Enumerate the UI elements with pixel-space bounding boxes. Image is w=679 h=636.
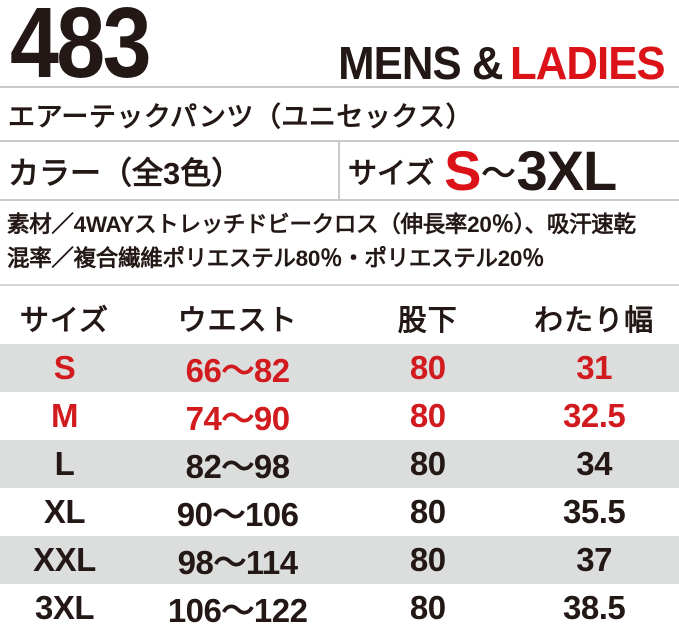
thigh-cell: 34	[576, 445, 612, 482]
waist-cell: 106～122	[167, 592, 308, 629]
table-row-l: L 82～98 80 34	[0, 440, 679, 488]
product-name: エアーテックパンツ（ユニセックス）	[8, 101, 474, 132]
color-size-row: カラー（全3色） サイズ S ～ 3XL	[0, 142, 679, 199]
inseam-cell: 80	[409, 397, 446, 434]
size-range-start: S	[444, 138, 481, 202]
table-row-m: M 74～90 80 32.5	[0, 392, 679, 440]
thigh-cell: 31	[576, 349, 612, 386]
inseam-cell: 80	[409, 349, 446, 386]
audience-ladies-text: LADIES	[510, 37, 666, 90]
waist-cell: 98～114	[177, 544, 298, 581]
size-cell: M	[51, 397, 79, 434]
product-number: 483	[10, 0, 152, 99]
size-cell: XXL	[33, 541, 96, 578]
mixture-line: 混率／複合繊維ポリエステル80％・ポリエステル20％	[7, 246, 545, 271]
waist-cell: 66～82	[185, 352, 290, 389]
size-range-end: 3XL	[516, 138, 618, 202]
size-range: サイズ S ～ 3XL	[340, 142, 679, 199]
inseam-cell: 80	[409, 493, 446, 530]
divider-line	[0, 86, 679, 88]
waist-cell: 74～90	[185, 400, 290, 437]
size-cell: S	[53, 349, 76, 386]
table-row-xxl: XXL 98～114 80 37	[0, 536, 679, 584]
size-cell: L	[54, 445, 75, 482]
size-cell: XL	[43, 493, 86, 530]
header: 483 MENS & LADIES	[0, 0, 679, 99]
material-line: 素材／4WAYストレッチドビークロス（伸長率20％）、吸汗速乾	[7, 212, 636, 237]
size-cell: 3XL	[34, 589, 95, 626]
audience-label: MENS & LADIES	[339, 40, 666, 86]
size-range-tilde: ～	[481, 155, 516, 193]
thigh-cell: 35.5	[562, 493, 626, 530]
divider-line	[0, 199, 679, 201]
table-row-s: S 66～82 80 31	[0, 344, 679, 392]
thigh-cell: 37	[576, 541, 612, 578]
size-spec-table: サイズ ウエスト 股下 わたり幅 S 66～82 80 31 M 74～90 8…	[0, 291, 679, 632]
size-range-label: サイズ	[348, 157, 435, 190]
table-row-3xl: 3XL 106～122 80 38.5	[0, 584, 679, 632]
column-header-thigh: わたり幅	[534, 304, 655, 337]
column-header-waist: ウエスト	[177, 304, 298, 337]
thigh-cell: 32.5	[562, 397, 626, 434]
material-info: 素材／4WAYストレッチドビークロス（伸長率20％）、吸汗速乾 混率／複合繊維ポ…	[0, 201, 679, 284]
inseam-cell: 80	[409, 445, 446, 482]
color-info: カラー（全3色）	[0, 142, 340, 199]
divider-line	[0, 140, 679, 142]
audience-mens-text: MENS &	[338, 37, 504, 90]
column-header-size: サイズ	[19, 304, 110, 337]
table-header-row: サイズ ウエスト 股下 わたり幅	[0, 291, 679, 344]
thigh-cell: 38.5	[562, 589, 626, 626]
waist-cell: 90～106	[176, 496, 299, 533]
divider-line	[0, 284, 679, 286]
inseam-cell: 80	[409, 541, 446, 578]
waist-cell: 82～98	[185, 448, 290, 485]
column-header-inseam: 股下	[397, 304, 458, 337]
table-row-xl: XL 90～106 80 35.5	[0, 488, 679, 536]
inseam-cell: 80	[409, 589, 446, 626]
